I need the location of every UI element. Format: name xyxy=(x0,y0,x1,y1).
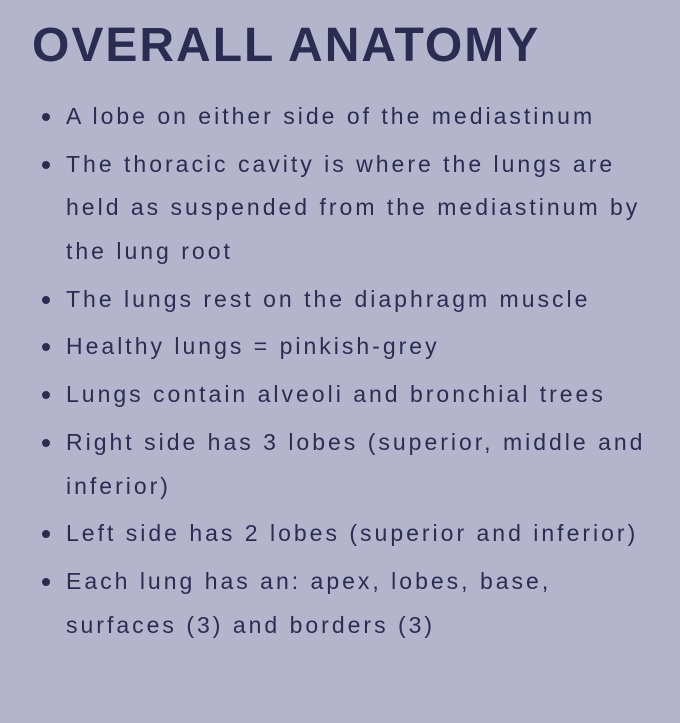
bullet-list: A lobe on either side of the mediastinum… xyxy=(32,95,652,647)
list-item: Each lung has an: apex, lobes, base, sur… xyxy=(38,560,652,647)
page-title: OVERALL ANATOMY xyxy=(32,18,652,73)
list-item: Lungs contain alveoli and bronchial tree… xyxy=(38,373,652,417)
list-item: Left side has 2 lobes (superior and infe… xyxy=(38,512,652,556)
list-item: A lobe on either side of the mediastinum xyxy=(38,95,652,139)
list-item: Right side has 3 lobes (superior, middle… xyxy=(38,421,652,508)
list-item: Healthy lungs = pinkish-grey xyxy=(38,325,652,369)
list-item: The lungs rest on the diaphragm muscle xyxy=(38,278,652,322)
list-item: The thoracic cavity is where the lungs a… xyxy=(38,143,652,274)
